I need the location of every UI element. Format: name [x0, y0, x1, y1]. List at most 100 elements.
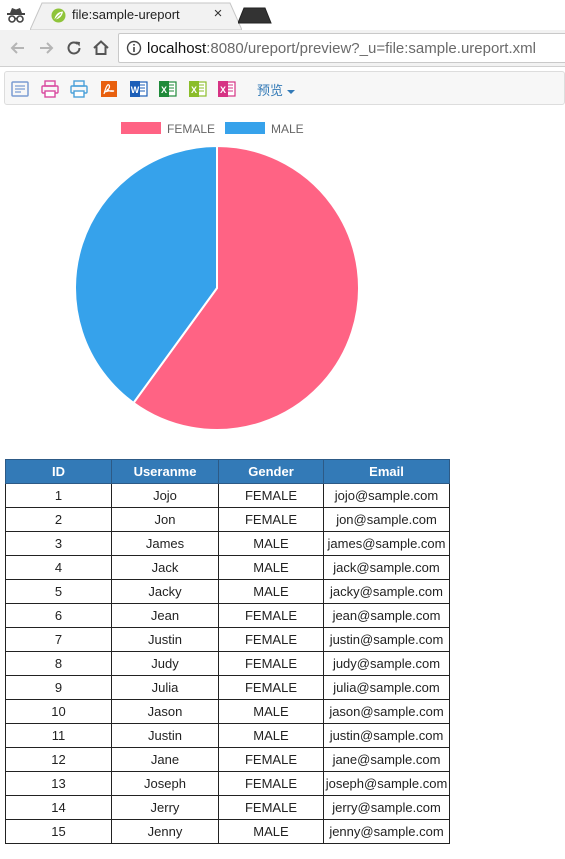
tab-close-icon[interactable]: ×: [213, 5, 223, 22]
cell-gender: FEMALE: [218, 675, 324, 700]
cell-id: 5: [5, 579, 112, 604]
print-icon[interactable]: [40, 79, 60, 99]
export-excel-sheet-icon[interactable]: X: [217, 79, 237, 99]
cell-id: 15: [5, 819, 112, 844]
address-bar[interactable]: localhost:8080/ureport/preview?_u=file:s…: [118, 33, 565, 63]
cell-email: jane@sample.com: [323, 747, 450, 772]
cell-username: Justin: [111, 627, 219, 652]
cell-username: Justin: [111, 723, 219, 748]
header-id: ID: [5, 459, 112, 484]
cell-id: 7: [5, 627, 112, 652]
export-excel-paged-icon[interactable]: X: [188, 79, 208, 99]
cell-gender: FEMALE: [218, 747, 324, 772]
legend-swatch-female[interactable]: [121, 122, 161, 134]
preview-dropdown[interactable]: 预览: [257, 80, 296, 99]
print-preview-icon[interactable]: [10, 79, 30, 99]
cell-id: 10: [5, 699, 112, 724]
cell-id: 3: [5, 531, 112, 556]
forward-arrow-icon[interactable]: [36, 38, 56, 58]
cell-id: 9: [5, 675, 112, 700]
pie-slice-female[interactable]: [132, 144, 360, 431]
cell-username: Jane: [111, 747, 219, 772]
browser-tab-strip: file:sample-ureport ×: [0, 0, 565, 30]
reload-icon[interactable]: [64, 38, 84, 58]
cell-id: 13: [5, 771, 112, 796]
url-path: :8080/ureport/preview?_u=file:sample.ure…: [206, 40, 536, 57]
table-row: 1 Jojo FEMALE jojo@sample.com: [5, 483, 450, 508]
cell-gender: MALE: [218, 723, 324, 748]
header-gender: Gender: [218, 459, 324, 484]
table-row: 12 Jane FEMALE jane@sample.com: [5, 747, 450, 772]
cell-email: jason@sample.com: [323, 699, 450, 724]
legend-label-male: MALE: [271, 122, 304, 136]
table-row: 6 Jean FEMALE jean@sample.com: [5, 603, 450, 628]
table-row: 11 Justin MALE justin@sample.com: [5, 723, 450, 748]
cell-id: 12: [5, 747, 112, 772]
new-tab-button[interactable]: [238, 7, 272, 24]
cell-gender: FEMALE: [218, 795, 324, 820]
cell-username: Jenny: [111, 819, 219, 844]
cell-id: 14: [5, 795, 112, 820]
cell-gender: FEMALE: [218, 771, 324, 796]
cell-email: jojo@sample.com: [323, 483, 450, 508]
table-row: 8 Judy FEMALE judy@sample.com: [5, 651, 450, 676]
info-icon[interactable]: [126, 40, 142, 56]
header-username: Useranme: [111, 459, 219, 484]
cell-email: jean@sample.com: [323, 603, 450, 628]
home-icon[interactable]: [91, 38, 111, 58]
report-toolbar: W X X X 预览: [4, 71, 565, 105]
header-email: Email: [323, 459, 450, 484]
gender-pie-chart: FEMALE MALE: [74, 122, 360, 431]
svg-text:W: W: [131, 85, 140, 95]
table-row: 2 Jon FEMALE jon@sample.com: [5, 507, 450, 532]
export-excel-icon[interactable]: X: [158, 79, 178, 99]
user-table: ID Useranme Gender Email 1 Jojo FEMALE jojo…: [5, 459, 450, 844]
active-tab[interactable]: [30, 0, 242, 30]
cell-id: 11: [5, 723, 112, 748]
back-arrow-icon[interactable]: [8, 38, 28, 58]
cell-id: 4: [5, 555, 112, 580]
url-host: localhost: [147, 40, 207, 57]
table-row: 9 Julia FEMALE julia@sample.com: [5, 675, 450, 700]
legend-label-female: FEMALE: [167, 122, 215, 136]
cell-username: Julia: [111, 675, 219, 700]
cell-email: james@sample.com: [323, 531, 450, 556]
cell-email: judy@sample.com: [323, 651, 450, 676]
table-row: 13 Joseph FEMALE joseph@sample.com: [5, 771, 450, 796]
cell-email: jon@sample.com: [323, 507, 450, 532]
table-row: 10 Jason MALE jason@sample.com: [5, 699, 450, 724]
svg-text:X: X: [191, 85, 197, 95]
tab-title: file:sample-ureport: [72, 7, 180, 22]
cell-email: julia@sample.com: [323, 675, 450, 700]
browser-toolbar: localhost:8080/ureport/preview?_u=file:s…: [0, 30, 565, 67]
incognito-icon: [7, 8, 25, 23]
table-row: 4 Jack MALE jack@sample.com: [5, 555, 450, 580]
cell-id: 8: [5, 651, 112, 676]
export-pdf-icon[interactable]: [99, 79, 119, 99]
export-word-icon[interactable]: W: [129, 79, 149, 99]
cell-username: Jerry: [111, 795, 219, 820]
cell-username: Jack: [111, 555, 219, 580]
table-body: 1 Jojo FEMALE jojo@sample.com 2 Jon FEMALE jon@…: [5, 483, 450, 844]
cell-gender: FEMALE: [218, 603, 324, 628]
legend-swatch-male[interactable]: [225, 122, 265, 134]
cell-email: jacky@sample.com: [323, 579, 450, 604]
cell-username: Jason: [111, 699, 219, 724]
cell-gender: FEMALE: [218, 627, 324, 652]
cell-username: Joseph: [111, 771, 219, 796]
cell-gender: FEMALE: [218, 483, 324, 508]
cell-id: 2: [5, 507, 112, 532]
cell-username: Jacky: [111, 579, 219, 604]
print-html-icon[interactable]: [69, 79, 89, 99]
cell-gender: MALE: [218, 819, 324, 844]
pie-slice-male[interactable]: [74, 144, 218, 405]
cell-email: joseph@sample.com: [323, 771, 450, 796]
cell-id: 1: [5, 483, 112, 508]
spring-leaf-icon: [51, 8, 66, 23]
cell-email: jenny@sample.com: [323, 819, 450, 844]
table-row: 15 Jenny MALE jenny@sample.com: [5, 819, 450, 844]
table-row: 5 Jacky MALE jacky@sample.com: [5, 579, 450, 604]
table-row: 14 Jerry FEMALE jerry@sample.com: [5, 795, 450, 820]
cell-email: justin@sample.com: [323, 627, 450, 652]
cell-email: jerry@sample.com: [323, 795, 450, 820]
